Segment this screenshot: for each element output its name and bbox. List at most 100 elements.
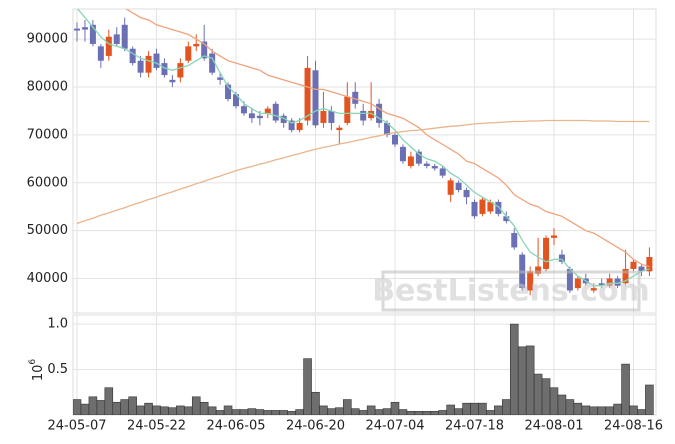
volume-bar <box>303 358 312 415</box>
y-tick-label: 1.0 <box>47 317 68 332</box>
volume-bar <box>80 403 90 415</box>
volume-bar <box>406 411 416 415</box>
candle-body <box>352 91 359 104</box>
volume-bar <box>144 402 153 415</box>
volume-bar <box>255 409 265 415</box>
y-tick-label: 50000 <box>27 223 68 238</box>
volume-bar <box>271 410 281 415</box>
volume-bar <box>446 404 455 415</box>
volume-bar <box>327 408 336 415</box>
y-tick-label: 70000 <box>27 127 68 142</box>
volume-bar <box>199 401 209 415</box>
volume-bar <box>390 401 400 415</box>
candle-body <box>463 189 470 198</box>
volume-bar <box>637 409 646 415</box>
candle-body <box>296 122 303 131</box>
candle-body <box>280 115 287 123</box>
candle-body <box>495 201 502 214</box>
candle-body <box>248 113 255 119</box>
volume-bar <box>311 391 320 415</box>
volume-bar <box>231 409 241 415</box>
volume-bar <box>263 410 273 415</box>
candle-body <box>137 60 144 73</box>
candle-body <box>574 278 581 289</box>
candle-body <box>328 110 335 123</box>
y-tick-label: 90000 <box>27 32 68 47</box>
volume-bar <box>549 387 559 415</box>
candle-body <box>201 41 208 59</box>
volume-bar <box>509 323 519 415</box>
candle-body <box>471 201 478 217</box>
volume-bar <box>96 400 106 415</box>
volume-bar <box>454 408 463 415</box>
volume-bar <box>533 373 543 415</box>
x-tick-label: 24-06-05 <box>206 419 265 434</box>
watermark-box <box>381 270 641 312</box>
candle-body <box>598 283 605 286</box>
volume-bar <box>573 402 583 415</box>
volume-bar <box>128 396 137 415</box>
candle-body <box>344 96 351 123</box>
volume-bar <box>73 399 82 415</box>
candle-body <box>566 268 573 291</box>
volume-bar <box>184 406 193 415</box>
volume-bar <box>168 407 177 415</box>
volume-axis-label: 106 <box>28 359 46 382</box>
candle-body <box>368 110 375 119</box>
volume-bar <box>319 405 328 415</box>
volume-bar <box>335 407 344 415</box>
candle-body <box>399 146 406 162</box>
candle-body <box>217 77 224 80</box>
candle-body <box>622 268 629 284</box>
candle-body <box>638 266 645 272</box>
watermark-text: BestListens.com <box>372 274 650 309</box>
x-tick-label: 24-08-16 <box>604 419 663 434</box>
candle-body <box>169 79 176 83</box>
volume-bar <box>645 384 654 415</box>
x-tick-label: 24-05-07 <box>47 419 106 434</box>
volume-bar <box>422 411 432 415</box>
axes: 40000 50000 60000 70000 80000 90000 0.5 1.0 24-0… <box>27 32 663 434</box>
candle-body <box>503 216 510 222</box>
candle-body <box>447 180 454 195</box>
unit-base: 10 <box>31 365 46 382</box>
candle-body <box>304 67 311 121</box>
volume-bar <box>462 402 471 415</box>
candle-body <box>487 201 494 212</box>
y-tick-label: 80000 <box>27 80 68 95</box>
candle-body <box>535 266 542 274</box>
volume-bar <box>517 346 527 415</box>
candle-body <box>439 168 446 176</box>
candle-body <box>113 34 120 44</box>
candle-body <box>614 278 621 286</box>
volume-bar <box>120 399 129 415</box>
volume-bar <box>438 410 447 415</box>
volume-plot <box>73 315 656 415</box>
volume-bar <box>374 409 384 415</box>
x-tick-label: 24-07-18 <box>445 419 504 434</box>
volume-bar <box>470 402 479 415</box>
volume-bar <box>366 405 376 415</box>
candle-body <box>527 271 534 291</box>
volume-bar <box>478 402 487 415</box>
candle-body <box>606 278 613 286</box>
x-tick-label: 24-07-04 <box>365 419 424 434</box>
candle-body <box>376 103 383 123</box>
volume-bar <box>247 408 257 415</box>
volume-bar <box>295 409 304 415</box>
volume-bar <box>629 405 638 415</box>
candle-body <box>431 166 438 169</box>
candle-body <box>74 28 80 31</box>
candle-body <box>161 63 168 76</box>
volume-bar <box>112 401 122 415</box>
candle-body <box>105 36 112 56</box>
volume-bar <box>494 405 503 415</box>
candle-body <box>360 110 367 121</box>
y-tick-label: 60000 <box>27 175 68 190</box>
candle-body <box>407 156 414 167</box>
candle-body <box>423 163 430 167</box>
x-tick-label: 24-05-22 <box>127 419 186 434</box>
candle-body <box>312 70 319 126</box>
volume-bar <box>152 405 161 415</box>
